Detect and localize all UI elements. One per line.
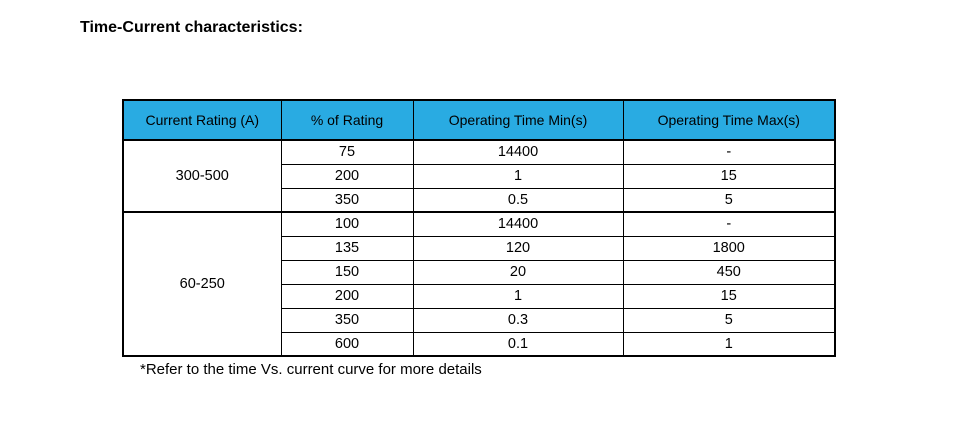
- cell-time-max: 5: [622, 307, 836, 333]
- cell-time-min: 20: [412, 259, 624, 285]
- cell-percent: 200: [280, 163, 414, 189]
- cell-percent: 75: [280, 139, 414, 165]
- cell-percent: 600: [280, 331, 414, 357]
- cell-time-max: 1: [622, 331, 836, 357]
- cell-time-min: 0.5: [412, 187, 624, 213]
- cell-time-min: 14400: [412, 139, 624, 165]
- cell-time-min: 0.3: [412, 307, 624, 333]
- col-header-percent-of-rating: % of Rating: [280, 99, 414, 141]
- table-row: 350 0.3 5: [123, 307, 836, 333]
- footnote: *Refer to the time Vs. current curve for…: [140, 361, 482, 378]
- table-row: 600 0.1 1: [123, 331, 836, 357]
- cell-percent: 200: [280, 283, 414, 309]
- rating-group-300-500: 300-500: [122, 139, 282, 213]
- cell-time-max: -: [622, 139, 836, 165]
- cell-time-max: 1800: [622, 235, 836, 261]
- table-row: 60-250 100 14400 -: [122, 211, 836, 357]
- cell-time-max: -: [622, 211, 836, 237]
- cell-time-max: 450: [622, 259, 836, 285]
- time-current-table: Current Rating (A) % of Rating Operating…: [122, 99, 836, 357]
- table-header-row: Current Rating (A) % of Rating Operating…: [122, 99, 836, 141]
- cell-percent: 135: [280, 235, 414, 261]
- cell-time-min: 1: [412, 283, 624, 309]
- cell-time-max: 5: [622, 187, 836, 213]
- cell-time-min: 0.1: [412, 331, 624, 357]
- cell-time-max: 15: [622, 163, 836, 189]
- table-row: 200 1 15: [123, 163, 836, 189]
- section-title: Time-Current characteristics:: [80, 19, 303, 36]
- col-header-operating-time-min: Operating Time Min(s): [412, 99, 624, 141]
- table-row: 135 120 1800: [123, 235, 836, 261]
- col-header-operating-time-max: Operating Time Max(s): [622, 99, 836, 141]
- table-row: 300-500 75 14400 -: [122, 139, 836, 213]
- cell-percent: 350: [280, 307, 414, 333]
- cell-time-min: 1: [412, 163, 624, 189]
- cell-percent: 100: [280, 211, 414, 237]
- rating-group-60-250: 60-250: [122, 211, 282, 357]
- col-header-current-rating: Current Rating (A): [122, 99, 282, 141]
- cell-time-min: 14400: [412, 211, 624, 237]
- cell-time-max: 15: [622, 283, 836, 309]
- cell-time-min: 120: [412, 235, 624, 261]
- cell-percent: 350: [280, 187, 414, 213]
- cell-percent: 150: [280, 259, 414, 285]
